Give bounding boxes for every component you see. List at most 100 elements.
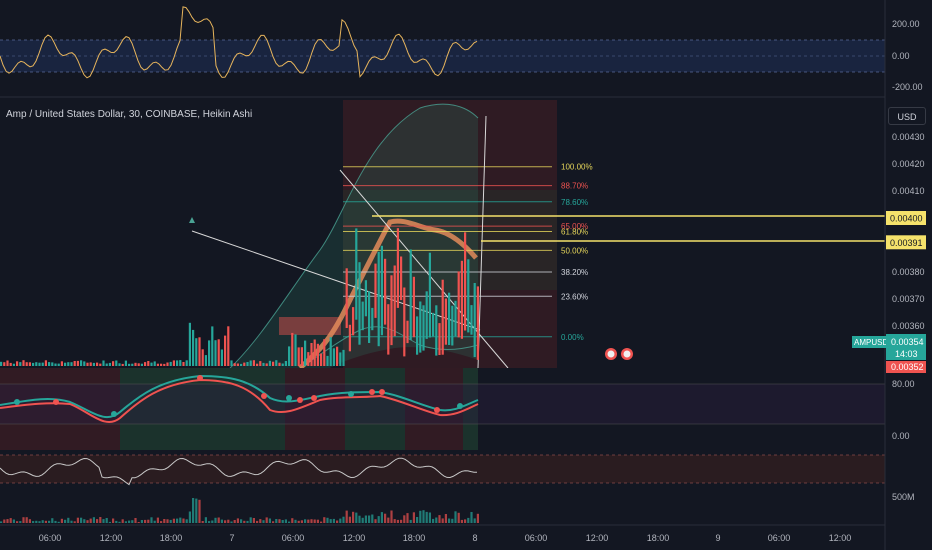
volume-bar	[35, 520, 38, 523]
symbol-tag	[852, 336, 886, 348]
candle	[473, 283, 476, 358]
volume-bar	[19, 521, 22, 523]
volume-bar	[291, 518, 294, 523]
volume-bar	[300, 520, 303, 523]
candle	[422, 305, 425, 351]
volume-bar	[416, 517, 419, 523]
candle	[259, 361, 262, 366]
prev-price-label: 0.00352	[891, 362, 924, 372]
candle	[198, 337, 201, 366]
candle	[448, 292, 451, 345]
candle	[192, 329, 195, 366]
up-arrow-icon	[189, 217, 195, 223]
candle	[121, 363, 124, 366]
candle	[67, 362, 70, 366]
time-label: 06:00	[282, 533, 305, 543]
time-label: 06:00	[525, 533, 548, 543]
volume-bar	[89, 518, 92, 523]
volume-bar	[25, 517, 28, 523]
candle	[384, 258, 387, 325]
volume-bar	[131, 520, 134, 523]
fib-retracement[interactable]: 100.00% 88.70% 78.60% 65.00%61.80% 50.00% 38.…	[343, 163, 593, 342]
volume-bar	[275, 519, 278, 523]
volume-bar	[236, 518, 239, 523]
volume-bar	[288, 521, 291, 523]
volume-bar	[425, 511, 428, 523]
time-label: 8	[472, 533, 477, 543]
fib-level-label: 50.00%	[561, 246, 588, 255]
candle	[137, 363, 140, 366]
candle	[310, 343, 313, 366]
candle	[409, 249, 412, 340]
volume-bar	[473, 518, 476, 523]
fib-level-label: 38.20%	[561, 268, 588, 277]
candle	[332, 348, 335, 366]
volume-bar	[128, 520, 131, 523]
candle	[73, 361, 76, 366]
volume-bar	[124, 521, 127, 523]
volume-bar	[441, 518, 444, 523]
time-axis[interactable]: 06:00 12:00 18:00 7 06:00 12:00 18:00 8 06:00 12:…	[39, 533, 852, 543]
volume-bar	[6, 519, 9, 523]
volume-bar	[16, 521, 19, 523]
candle	[57, 363, 60, 366]
candle	[99, 363, 102, 366]
candle	[185, 360, 188, 366]
volume-bar	[80, 517, 83, 523]
osc-line-slow	[0, 378, 479, 423]
candle	[108, 362, 111, 366]
volume-bar	[64, 519, 67, 523]
price-tick-label: 0.00370	[892, 294, 925, 304]
candle	[105, 363, 108, 366]
candle	[374, 263, 377, 318]
candle	[48, 362, 51, 366]
candle	[60, 361, 63, 366]
candle	[140, 363, 143, 366]
volume-bar	[457, 512, 460, 523]
candle	[393, 265, 396, 337]
candle	[400, 256, 403, 301]
volume-bar	[176, 518, 179, 523]
price-tick-label: 0.00430	[892, 132, 925, 142]
volume-bar	[294, 519, 297, 523]
currency-button[interactable]: USD	[888, 107, 926, 125]
candle	[182, 362, 185, 366]
cci-tick-label: 200.00	[892, 19, 920, 29]
volume-bar	[112, 518, 115, 523]
osc-line-fast	[0, 374, 479, 419]
symbol-name: AMPUSD	[854, 338, 888, 347]
volume-bar	[204, 517, 207, 523]
osc-region	[120, 368, 285, 450]
candle	[275, 360, 278, 366]
volume-bar	[0, 521, 3, 523]
volume-bar	[368, 515, 371, 523]
candle	[336, 346, 339, 366]
volume-bar	[342, 516, 345, 523]
volume-bar	[214, 517, 217, 523]
candle	[6, 360, 9, 366]
trend-line-channel[interactable]	[339, 169, 509, 369]
volume-bar	[320, 521, 323, 523]
envelope-fill	[230, 104, 478, 368]
price-tick-label: 0.00380	[892, 267, 925, 277]
trend-line-vertical[interactable]	[477, 115, 487, 369]
volume-bar	[201, 521, 204, 523]
candle	[44, 360, 47, 366]
candle	[179, 360, 182, 366]
candle	[281, 363, 284, 366]
volume-bar	[153, 520, 156, 523]
time-label: 18:00	[403, 533, 426, 543]
volume-bar	[252, 518, 255, 523]
candle	[304, 340, 307, 366]
volume-bar	[115, 520, 118, 523]
candle	[214, 340, 217, 366]
price-axis[interactable]: 200.00 0.00 -200.00 0.00430 0.00420 0.00410 0.…	[852, 19, 926, 502]
volume-bar	[76, 517, 79, 523]
volume-bar	[384, 513, 387, 523]
candle	[83, 361, 86, 366]
volume-bar	[268, 518, 271, 523]
candle	[297, 347, 300, 366]
volume-bar	[86, 520, 89, 523]
